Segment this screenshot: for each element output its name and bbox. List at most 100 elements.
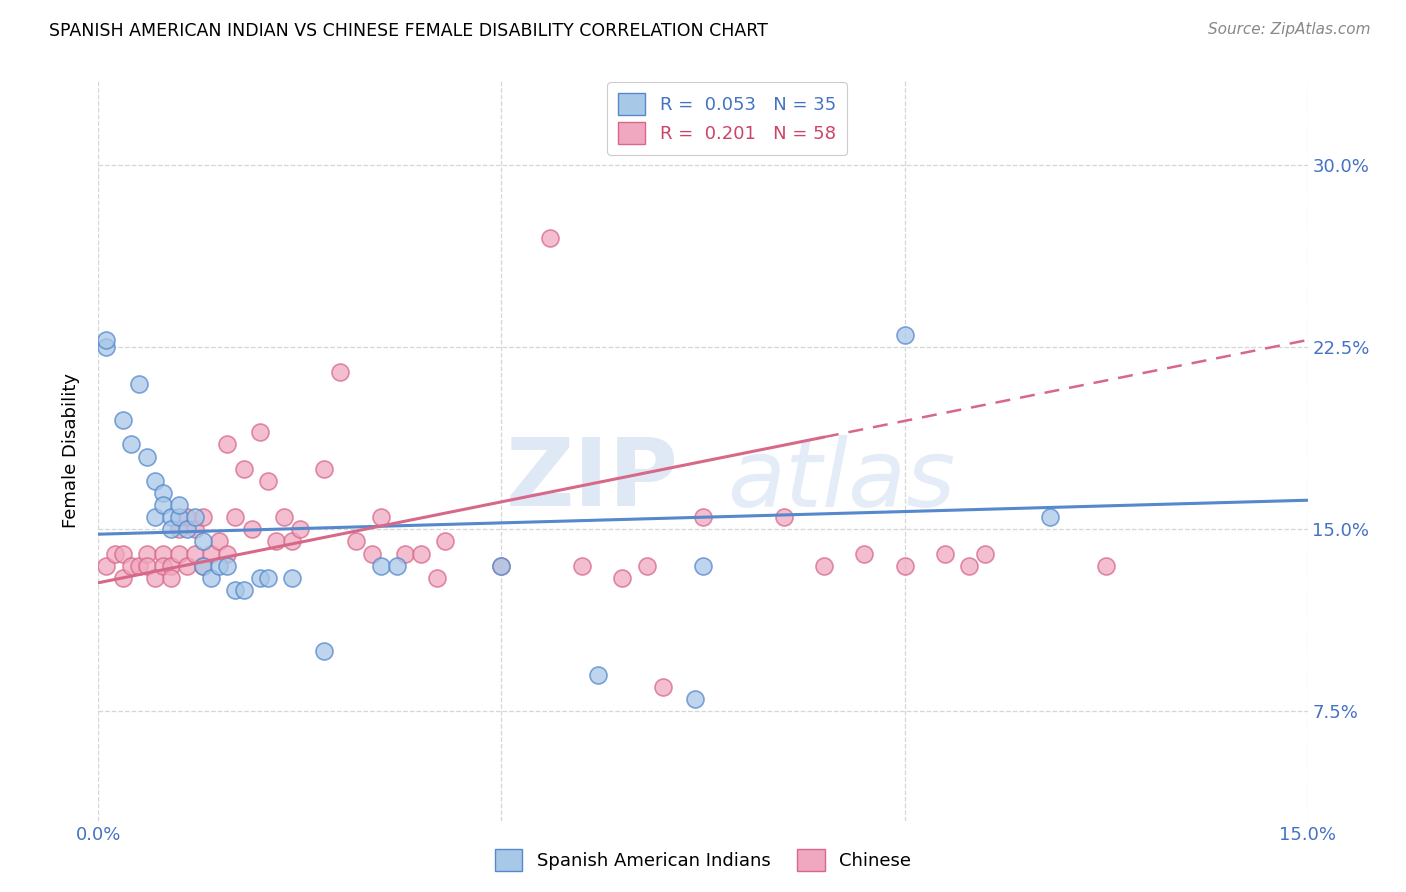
Point: [692, 558, 714, 573]
Point: [240, 522, 263, 536]
Point: [232, 582, 254, 597]
Point: [636, 558, 658, 573]
Point: [232, 461, 254, 475]
Point: [934, 547, 956, 561]
Point: [1039, 510, 1062, 524]
Point: [200, 571, 222, 585]
Point: [176, 510, 198, 524]
Point: [651, 680, 673, 694]
Point: [193, 534, 215, 549]
Point: [224, 582, 246, 597]
Point: [612, 571, 634, 585]
Point: [217, 437, 239, 451]
Point: [264, 534, 287, 549]
Point: [143, 510, 166, 524]
Point: [143, 474, 166, 488]
Point: [692, 510, 714, 524]
Point: [120, 437, 142, 451]
Point: [96, 340, 118, 354]
Text: atlas: atlas: [727, 434, 956, 525]
Point: [426, 571, 449, 585]
Point: [152, 498, 174, 512]
Point: [152, 486, 174, 500]
Point: [256, 474, 278, 488]
Point: [434, 534, 457, 549]
Point: [385, 558, 408, 573]
Point: [281, 571, 304, 585]
Point: [176, 522, 198, 536]
Y-axis label: Female Disability: Female Disability: [62, 373, 80, 528]
Point: [176, 558, 198, 573]
Point: [208, 534, 231, 549]
Point: [314, 461, 336, 475]
Point: [152, 558, 174, 573]
Point: [96, 333, 118, 347]
Point: [184, 510, 207, 524]
Legend: R =  0.053   N = 35, R =  0.201   N = 58: R = 0.053 N = 35, R = 0.201 N = 58: [607, 82, 846, 155]
Point: [370, 510, 392, 524]
Point: [893, 558, 915, 573]
Point: [184, 522, 207, 536]
Text: ZIP: ZIP: [506, 434, 679, 526]
Point: [409, 547, 432, 561]
Point: [160, 571, 183, 585]
Point: [249, 425, 271, 440]
Point: [683, 692, 706, 706]
Point: [111, 571, 134, 585]
Point: [193, 558, 215, 573]
Point: [167, 547, 190, 561]
Point: [329, 365, 352, 379]
Point: [344, 534, 367, 549]
Point: [288, 522, 311, 536]
Point: [128, 376, 150, 391]
Point: [217, 547, 239, 561]
Point: [120, 558, 142, 573]
Point: [394, 547, 416, 561]
Point: [167, 498, 190, 512]
Legend: Spanish American Indians, Chinese: Spanish American Indians, Chinese: [488, 842, 918, 879]
Text: Source: ZipAtlas.com: Source: ZipAtlas.com: [1208, 22, 1371, 37]
Point: [957, 558, 980, 573]
Point: [135, 450, 157, 464]
Point: [813, 558, 835, 573]
Point: [111, 413, 134, 427]
Point: [160, 522, 183, 536]
Point: [361, 547, 384, 561]
Point: [160, 510, 183, 524]
Point: [491, 558, 513, 573]
Point: [96, 558, 118, 573]
Point: [772, 510, 794, 524]
Point: [135, 558, 157, 573]
Point: [184, 547, 207, 561]
Point: [160, 558, 183, 573]
Point: [571, 558, 593, 573]
Point: [208, 558, 231, 573]
Point: [135, 547, 157, 561]
Point: [491, 558, 513, 573]
Point: [249, 571, 271, 585]
Point: [1095, 558, 1118, 573]
Point: [538, 231, 561, 245]
Point: [152, 547, 174, 561]
Point: [167, 510, 190, 524]
Point: [281, 534, 304, 549]
Point: [893, 328, 915, 343]
Point: [193, 558, 215, 573]
Point: [370, 558, 392, 573]
Point: [200, 547, 222, 561]
Point: [853, 547, 876, 561]
Point: [224, 510, 246, 524]
Text: SPANISH AMERICAN INDIAN VS CHINESE FEMALE DISABILITY CORRELATION CHART: SPANISH AMERICAN INDIAN VS CHINESE FEMAL…: [49, 22, 768, 40]
Point: [217, 558, 239, 573]
Point: [128, 558, 150, 573]
Point: [193, 510, 215, 524]
Point: [167, 522, 190, 536]
Point: [273, 510, 295, 524]
Point: [103, 547, 125, 561]
Point: [586, 668, 609, 682]
Point: [974, 547, 997, 561]
Point: [256, 571, 278, 585]
Point: [314, 644, 336, 658]
Point: [111, 547, 134, 561]
Point: [143, 571, 166, 585]
